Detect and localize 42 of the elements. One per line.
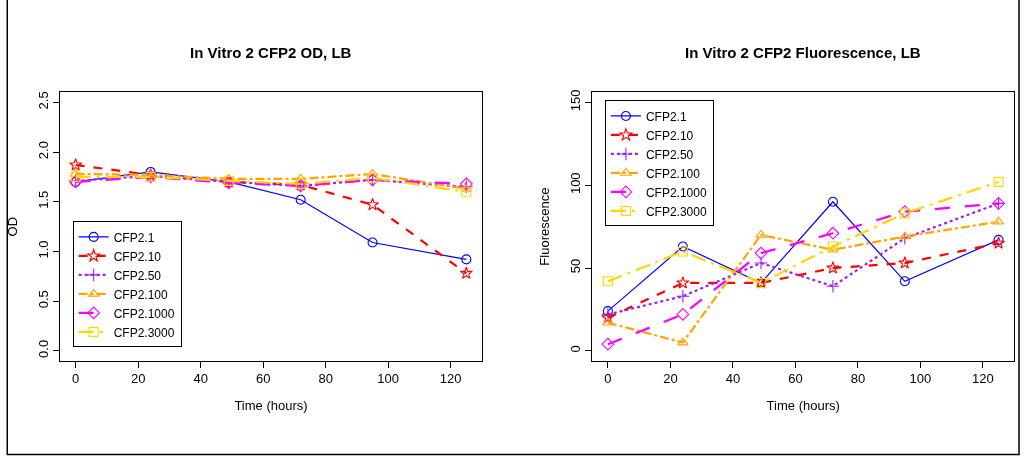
y-tick-label: 0.0 [35, 339, 51, 358]
x-tick-label: 60 [788, 371, 803, 387]
chart-title: In Vitro 2 CFP2 OD, LB [190, 44, 352, 61]
y-tick-label: 1.0 [35, 240, 51, 259]
x-axis-title: Time (hours) [234, 398, 308, 413]
x-tick-label: 100 [909, 371, 932, 387]
legend-label: CFP2.10 [113, 249, 162, 264]
x-tick-label: 120 [439, 371, 462, 387]
legend-label: CFP2.3000 [113, 325, 175, 340]
x-tick-label: 0 [72, 371, 80, 387]
legend-label: CFP2.1 [645, 109, 687, 124]
x-tick-label: 80 [850, 371, 866, 387]
legend-label: CFP2.3000 [645, 204, 707, 219]
legend-label: CFP2.50 [113, 268, 162, 283]
y-tick-label: 50 [568, 258, 584, 274]
y-axis-title: Fluorescence [536, 187, 552, 266]
legend-label: CFP2.100 [645, 166, 701, 181]
legend-label: CFP2.1000 [645, 185, 707, 200]
x-tick-label: 40 [725, 371, 741, 387]
y-tick-label: 0.5 [35, 290, 51, 309]
x-tick-label: 40 [193, 371, 208, 387]
x-axis-title: Time (hours) [766, 398, 840, 413]
x-tick-label: 20 [130, 371, 146, 387]
x-tick-label: 120 [972, 371, 994, 387]
x-tick-label: 100 [377, 371, 400, 387]
y-tick-label: 1.5 [35, 190, 51, 209]
chart-title: In Vitro 2 CFP2 Fluorescence, LB [685, 44, 921, 61]
x-tick-label: 80 [318, 371, 333, 387]
x-tick-label: 20 [663, 371, 678, 387]
y-tick-label: 0 [568, 345, 584, 353]
x-tick-label: 60 [255, 371, 271, 387]
x-tick-label: 0 [604, 371, 612, 387]
legend-label: CFP2.1000 [113, 306, 175, 321]
y-tick-label: 2.0 [35, 141, 51, 160]
y-tick-label: 2.5 [35, 91, 51, 110]
legend-label: CFP2.10 [645, 128, 694, 143]
legend-label: CFP2.1 [113, 230, 155, 245]
y-axis-title: OD [4, 216, 20, 237]
legend-label: CFP2.50 [645, 147, 694, 162]
legend-label: CFP2.100 [113, 287, 169, 302]
y-tick-label: 150 [568, 89, 584, 112]
y-tick-label: 100 [568, 172, 584, 195]
